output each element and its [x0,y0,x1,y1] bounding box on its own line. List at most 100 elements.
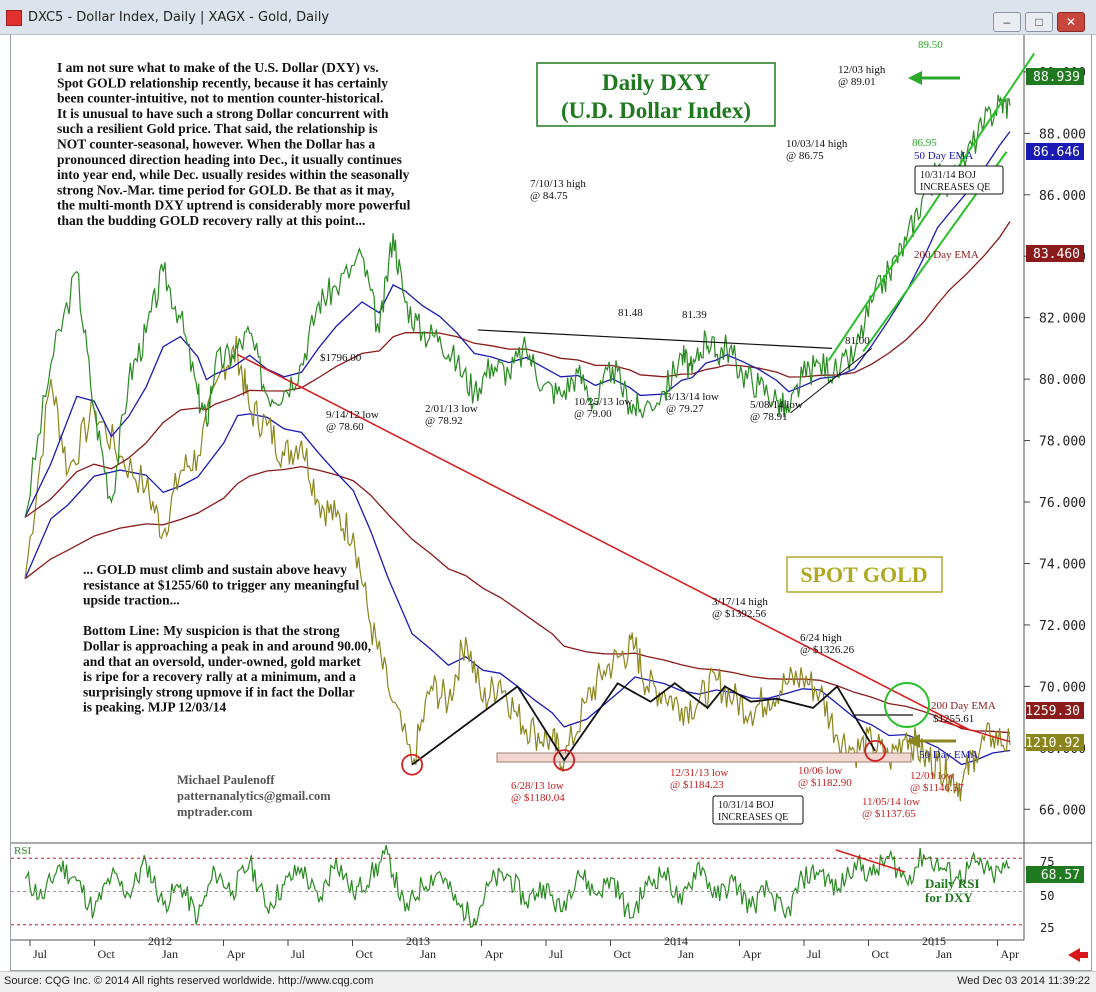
status-bar: Source: CQG Inc. © 2014 All rights reser… [0,971,1096,992]
dxy-note-10-25-13-value: @ 79.00 [574,408,612,420]
y-tick-label: 82.000 [1039,312,1086,327]
dxy-ema200-label: 200 Day EMA [914,249,979,261]
gold-note-11-05-14: 11/05/14 low [862,796,920,808]
rsi-tick-25: 25 [1040,921,1054,935]
x-tick-label: Jul [807,947,822,961]
window-title: DXC5 - Dollar Index, Daily | XAGX - Gold… [28,10,330,25]
dxy-note-3-13-14-value: @ 79.27 [666,403,704,415]
gold-note-3-17-14-value: @ $1392.56 [712,608,767,620]
gold-note-6-24: 6/24 high [800,632,842,644]
x-tick-label: Oct [98,947,116,961]
gold-boj-note: 10/31/14 BOJ [718,800,774,811]
x-tick-label: Oct [872,947,890,961]
author-block: Michael Paulenoff patternanalytics@gmail.… [177,773,331,819]
gold-ema200-box [1026,702,1084,719]
dxy-note-9-14-12: 9/14/12 low [326,409,379,421]
commentary-line: the multi-month DXY uptrend is considera… [57,198,411,213]
dxy-level-8100: 81.00 [845,335,870,347]
commentary-line: resistance at $1255/60 to trigger any me… [83,577,359,592]
dxy-boj-note: 10/31/14 BOJ [920,170,976,181]
gold-note-12-01: 12/01 low [910,770,954,782]
gold-low-circle [864,739,887,762]
bottom-commentary: ... GOLD must climb and sustain above he… [83,562,371,715]
commentary-line: It is unusual to have such a strong Doll… [57,106,389,121]
dxy-support-line [790,348,873,414]
dxy-title: Daily DXY [602,70,710,95]
x-tick-label: Oct [614,947,632,961]
minimize-button[interactable]: – [993,12,1021,32]
gold-boj-box [712,795,804,825]
dxy-ema50-box [1026,143,1084,160]
commentary-line: such a resilient Gold price. That said, … [57,121,378,136]
dxy-ema50-label: 50 Day EMA [914,150,973,162]
dxy-note-2-01-13-value: @ 78.92 [425,415,463,427]
x-tick-label: Apr [227,947,246,961]
dxy-note-10-25-13: 10/25/13 low [574,396,632,408]
dxy-channel-top: 89.50 [918,39,943,51]
maximize-button[interactable]: □ [1025,12,1053,32]
commentary-line: and that an oversold, under-owned, gold … [83,654,361,669]
dxy-ema50-line [24,131,1011,518]
dxy-note-9-14-12-value: @ 78.60 [326,421,364,433]
gold-note-6-28-13: 6/28/13 low [511,780,564,792]
scroll-left-arrow-icon[interactable] [1068,948,1080,962]
y-tick-label: 66.000 [1039,803,1086,818]
gold-ema50-box [1026,734,1084,751]
commentary-line: Bottom Line: My suspicion is that the st… [83,623,340,638]
commentary-line: upside traction... [83,593,180,608]
y-tick-label: 70.000 [1039,680,1086,695]
x-tick-label: Jan [162,947,178,961]
dxy-resistance-line [477,329,833,349]
rsi-divergence-line [835,849,906,873]
gold-resistance-label: $1255.61 [933,713,974,725]
y-tick-label: 74.000 [1039,557,1086,572]
commentary-line: Michael Paulenoff [177,773,275,787]
gold-note-3-17-14: 3/17/14 high [712,596,768,608]
dxy-boj-note-2: INCREASES QE [920,182,990,193]
x-year-label: 2013 [406,934,430,948]
dxy-subtitle: (U.D. Dollar Index) [561,98,751,123]
gold-support-zone [496,752,912,763]
title-bar[interactable]: DXC5 - Dollar Index, Daily | XAGX - Gold… [0,0,1096,35]
dxy-channel-mid: 86.95 [912,137,937,149]
top-commentary: I am not sure what to make of the U.S. D… [57,60,411,228]
x-tick-label: Apr [743,947,762,961]
gold-note-10-06: 10/06 low [798,765,842,777]
chart-frame [10,34,1092,971]
dxy-ema200-line [24,221,1011,518]
x-tick-label: Jul [291,947,306,961]
dxy-channel-upper [827,52,1036,362]
rsi-value-box [1026,866,1084,883]
gold-title-box [786,556,943,593]
commentary-line: ... GOLD must climb and sustain above he… [83,562,347,577]
gold-note-12-31-13: 12/31/13 low [670,767,728,779]
dxy-level-8139: 81.39 [682,309,707,321]
gold-note-12-31-13-value: @ $1184.23 [670,779,724,791]
dxy-ema200-box [1026,245,1084,262]
x-tick-label: Jan [420,947,436,961]
dxy-price-line [24,94,1011,518]
rsi-line [24,844,1011,929]
rsi-caption: Daily RSI [925,876,980,891]
commentary-line: patternanalytics@gmail.com [177,789,331,803]
scroll-left-arrow-tail[interactable] [1080,952,1088,958]
dxy-note-7-10-13: 7/10/13 high [530,178,586,190]
gold-low-circle [401,753,423,776]
rsi-caption-2: for DXY [925,890,973,905]
x-axis-ticks: Jul Oct Jan Apr Jul Oct Jan Apr Jul Oct Jan Apr Jul O… [29,934,1020,961]
x-tick-label: Apr [1001,947,1020,961]
gold-ema200-label: 200 Day EMA [931,700,996,712]
gold-resistance-circle [884,682,930,728]
x-tick-label: Oct [356,947,374,961]
rsi-tick-50: 50 [1040,889,1054,903]
dxy-last-value: 88.939 [1033,70,1080,85]
y-tick-label: 88.000 [1039,127,1086,142]
dxy-note-2-01-13: 2/01/13 low [425,403,478,415]
dxy-note-5-08-14: 5/08/14 low [750,399,803,411]
close-button[interactable]: ✕ [1057,12,1085,32]
dxy-ema200-value: 83.460 [1033,247,1080,262]
gold-low-circle [553,749,576,772]
rsi-divergence-line [937,719,1011,743]
